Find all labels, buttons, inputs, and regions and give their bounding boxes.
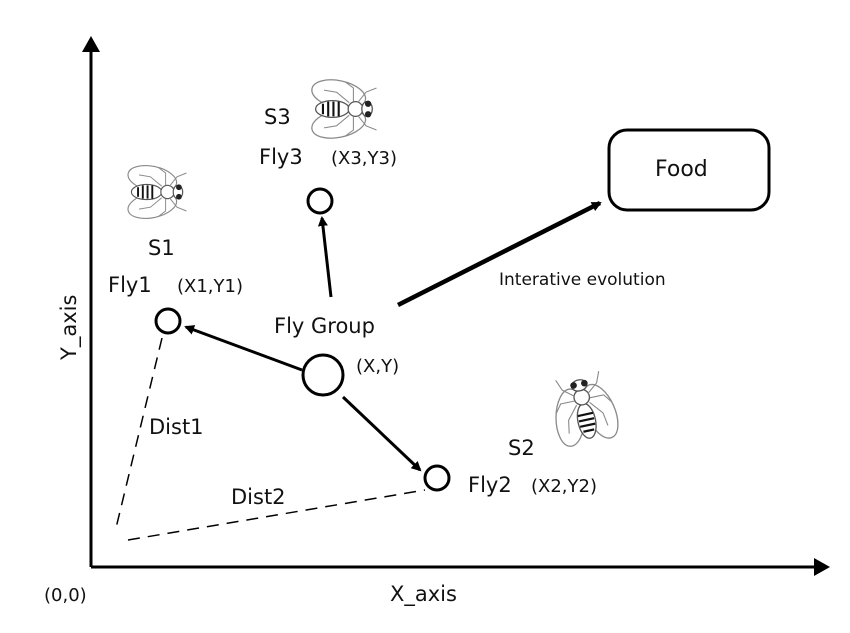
fly-group-node (301, 353, 345, 397)
arrow-to-fly3 (317, 216, 333, 298)
fly2-coord: (X2,Y2) (531, 476, 597, 497)
food-label: Food (655, 157, 708, 182)
fly-group-label: Fly Group (274, 314, 375, 338)
fruit-fly-icon (124, 160, 188, 224)
fruit-fly-icon (308, 74, 378, 144)
arrow-to-food (396, 200, 602, 308)
fly2-state: S2 (508, 436, 535, 460)
arrow-to-fly1 (184, 325, 303, 372)
evolution-label: Interative evolution (499, 270, 666, 290)
dist1-label: Dist1 (149, 415, 204, 439)
y-axis-label: Y_axis (57, 295, 82, 361)
fly1-node (154, 307, 182, 335)
dist2-label: Dist2 (231, 485, 286, 509)
fly1-coord: (X1,Y1) (177, 276, 243, 297)
fly-group-coord: (X,Y) (356, 356, 399, 377)
fly2-node (423, 464, 451, 492)
x-axis-label: X_axis (390, 582, 457, 607)
x-axis (91, 558, 830, 576)
fly1-state: S1 (148, 236, 175, 260)
dist1-line (115, 337, 163, 529)
fruit-fly-icon (541, 367, 628, 454)
arrow-to-fly2 (341, 395, 422, 472)
fly3-state: S3 (264, 105, 291, 129)
fly1-name: Fly1 (108, 273, 152, 297)
fly2-name: Fly2 (468, 473, 512, 497)
fly3-name: Fly3 (259, 145, 303, 169)
food-box (607, 128, 771, 212)
dist2-line (127, 489, 426, 541)
y-axis (82, 36, 100, 567)
fly3-node (306, 187, 334, 215)
origin-label: (0,0) (44, 585, 87, 606)
fly3-coord: (X3,Y3) (331, 148, 397, 169)
